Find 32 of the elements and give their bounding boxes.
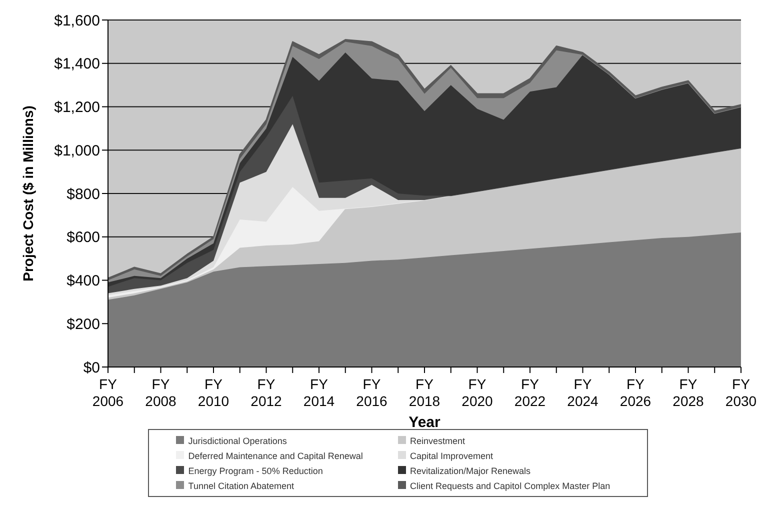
x-tick-label: FY 2016 (356, 376, 388, 409)
legend-label: Client Requests and Capitol Complex Master Plan (410, 481, 610, 491)
y-tick-label: $1,200 (54, 99, 100, 116)
y-tick-label: $1,600 (54, 12, 100, 30)
y-tick-label: $0 (83, 359, 100, 376)
x-tick-label: FY 2022 (514, 376, 546, 409)
legend-label: Energy Program - 50% Reduction (188, 466, 323, 476)
y-tick-label: $200 (66, 316, 100, 333)
x-tick-label: FY 2014 (303, 376, 335, 409)
x-tick-label: FY 2018 (408, 376, 440, 409)
legend-label: Deferred Maintenance and Capital Renewal (188, 451, 363, 461)
legend-label: Tunnel Citation Abatement (188, 481, 294, 491)
legend-label: Jurisdictional Operations (188, 436, 287, 446)
y-tick-label: $1,400 (54, 56, 100, 73)
y-tick-label: $800 (66, 186, 100, 203)
legend-label: Capital Improvement (410, 451, 494, 461)
x-tick-label: FY 2020 (462, 376, 494, 409)
x-tick-label: FY 2030 (725, 376, 757, 409)
x-tick-label: FY 2024 (567, 376, 599, 409)
y-axis-title: Project Cost ($ in Millions) (20, 106, 36, 282)
x-tick-label: FY 2008 (145, 376, 177, 409)
x-tick-label: FY 2010 (198, 376, 230, 409)
x-axis-title: Year (408, 414, 441, 431)
y-tick-label: $1,000 (54, 142, 100, 160)
x-tick-label: FY 2006 (92, 376, 124, 409)
x-tick-label: FY 2026 (620, 376, 652, 409)
legend-label: Reinvestment (410, 436, 466, 446)
y-tick-label: $600 (66, 229, 100, 246)
y-tick-label: $400 (66, 272, 100, 290)
legend-label: Revitalization/Major Renewals (410, 466, 531, 476)
x-tick-label: FY 2012 (250, 376, 282, 409)
x-tick-label: FY 2028 (672, 376, 704, 409)
